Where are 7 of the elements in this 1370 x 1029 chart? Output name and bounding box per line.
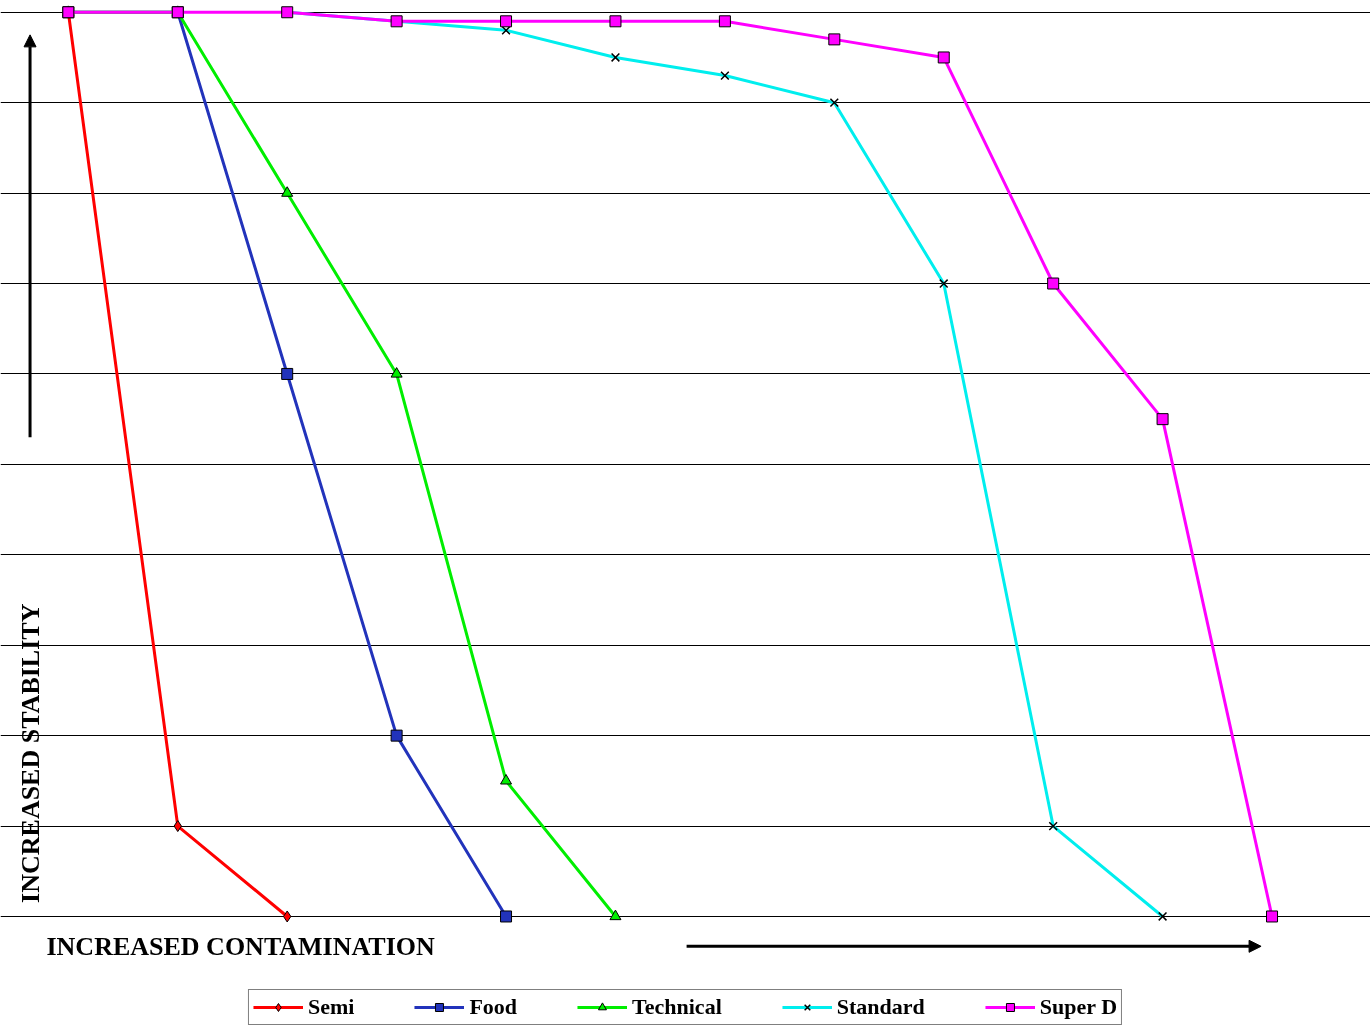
x-axis-title: INCREASED CONTAMINATION [46, 931, 436, 961]
legend-label: Super D [1039, 994, 1118, 1020]
legend-label: Food [469, 994, 518, 1020]
legend-label: Technical [632, 994, 722, 1020]
legend-label: Standard [836, 994, 925, 1020]
y-axis-title: INCREASED STABILITY [15, 603, 45, 903]
legend-label: Semi [307, 994, 355, 1020]
